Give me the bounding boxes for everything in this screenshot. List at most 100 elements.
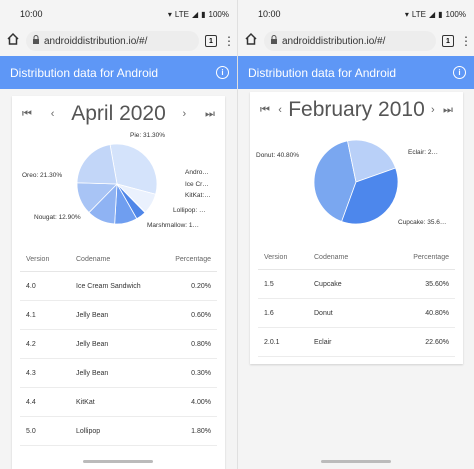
info-icon[interactable]: i [216,66,229,79]
lock-icon [270,34,278,48]
app-bar: Distribution data for Android i [238,56,474,89]
pie-label: Andro… [185,169,209,176]
browser-toolbar: androiddistribution.io/#/ 1 ⋮ [238,28,474,54]
lock-icon [32,34,40,48]
status-time: 10:00 [258,9,281,19]
table-row: 2.0.1 Eclair 22.60% [258,328,455,357]
table-header: Version Codename Percentage [258,246,455,270]
percentage-cell: 0.60% [191,311,211,319]
codename-cell: Jelly Bean [76,369,109,377]
pie-slice-cupcake[interactable] [341,167,399,225]
prev-icon[interactable]: ‹ [278,104,282,116]
app-bar: Distribution data for Android i [0,56,237,89]
pie-label: Donut: 40.80% [256,152,300,159]
version-cell: 1.6 [264,309,274,317]
url-field[interactable]: androiddistribution.io/#/ [264,31,436,51]
status-bar: 10:00 ▾ LTE ◢ ▮ 100% [238,0,474,28]
url-text: androiddistribution.io/#/ [44,35,148,47]
version-cell: 4.2 [26,340,36,348]
version-cell: 5.0 [26,427,36,435]
gesture-bar[interactable] [321,460,391,463]
last-page-icon[interactable]: ⏭ [443,103,453,116]
pie-chart [313,139,399,225]
column-header: Percentage [175,256,211,263]
percentage-cell: 22.60% [425,338,449,346]
pie-label: Cupcake: 35.6… [398,219,447,226]
first-page-icon[interactable]: ⏮ [260,103,270,116]
tab-switcher-button[interactable]: 1 [205,35,217,47]
pie-label: KitKat:… [185,192,211,199]
table-row: 4.4 KitKat 4.00% [20,388,217,417]
version-cell: 4.1 [26,311,36,319]
home-icon[interactable] [6,32,20,51]
overflow-menu-icon[interactable]: ⋮ [460,34,472,48]
phone-left: 10:00 ▾ LTE ◢ ▮ 100% androiddistribution… [0,0,237,469]
table-row: 1.5 Cupcake 35.60% [258,270,455,299]
codename-cell: Donut [314,309,333,317]
column-header: Codename [314,254,349,261]
date-title: April 2020 [71,102,166,125]
table-row: 5.0 Lollipop 1.80% [20,417,217,446]
prev-icon[interactable]: ‹ [50,108,55,120]
version-cell: 4.0 [26,282,36,290]
url-field[interactable]: androiddistribution.io/#/ [26,31,199,51]
last-page-icon[interactable]: ⏭ [205,107,215,120]
column-header: Version [264,254,288,261]
pie-label: Eclair: 2… [408,149,438,156]
percentage-cell: 0.30% [191,369,211,377]
percentage-cell: 40.80% [425,309,449,317]
info-icon[interactable]: i [453,66,466,79]
app-title: Distribution data for Android [10,65,159,80]
next-icon[interactable]: › [182,108,187,120]
date-navigator: ⏮ ‹ April 2020 › ⏭ [12,96,225,132]
pie-slice-oreo[interactable] [76,144,118,185]
battery-level: 100% [208,9,229,19]
version-cell: 4.4 [26,398,36,406]
gesture-bar[interactable] [83,460,153,463]
column-header: Percentage [413,254,449,261]
distribution-table: Version Codename Percentage 1.5 Cupcake 35… [258,246,455,357]
signal-icon: ◢ [428,9,436,19]
codename-cell: Jelly Bean [76,340,109,348]
app-title: Distribution data for Android [248,65,397,80]
codename-cell: Jelly Bean [76,311,109,319]
next-icon[interactable]: › [431,104,435,116]
status-icons: ▾ LTE ◢ ▮ 100% [405,10,466,19]
codename-cell: Lollipop [76,427,101,435]
pie-chart [76,143,158,225]
battery-icon: ▮ [438,9,443,19]
pie-label: Marshmallow: 1… [147,222,200,229]
version-cell: 4.3 [26,369,36,377]
percentage-cell: 0.20% [191,282,211,290]
home-icon[interactable] [244,32,258,51]
percentage-cell: 1.80% [191,427,211,435]
table-row: 4.2 Jelly Bean 0.80% [20,330,217,359]
codename-cell: KitKat [76,398,95,406]
first-page-icon[interactable]: ⏮ [22,107,32,120]
pie-label: Lollipop: … [173,207,206,214]
network-label: LTE [411,9,426,19]
date-navigator: ⏮ ‹ February 2010 › ⏭ [250,92,463,128]
network-label: LTE [174,9,189,19]
overflow-menu-icon[interactable]: ⋮ [223,34,235,48]
table-row: 4.3 Jelly Bean 0.30% [20,359,217,388]
pie-slice-pie[interactable] [109,143,158,195]
pie-label: Pie: 31.30% [130,132,166,139]
pie-label: Ice Cr… [185,181,209,188]
tab-switcher-button[interactable]: 1 [442,35,454,47]
pie-slice-donut[interactable] [313,140,357,222]
table-header: Version Codename Percentage [20,248,217,272]
pie-label: Nougat: 12.90% [34,214,81,221]
pie-slice-eclair[interactable] [347,139,397,183]
wifi-icon: ▾ [404,9,409,19]
codename-cell: Eclair [314,338,332,346]
phone-right: 10:00 ▾ LTE ◢ ▮ 100% androiddistribution… [237,0,474,469]
codename-cell: Cupcake [314,280,342,288]
column-header: Version [26,256,50,263]
distribution-card: ⏮ ‹ April 2020 › ⏭ Pie: 31.30% Andro… Ic… [12,96,225,469]
signal-icon: ◢ [191,9,199,19]
table-row: 1.6 Donut 40.80% [258,299,455,328]
percentage-cell: 4.00% [191,398,211,406]
column-header: Codename [76,256,111,263]
codename-cell: Ice Cream Sandwich [76,282,141,290]
